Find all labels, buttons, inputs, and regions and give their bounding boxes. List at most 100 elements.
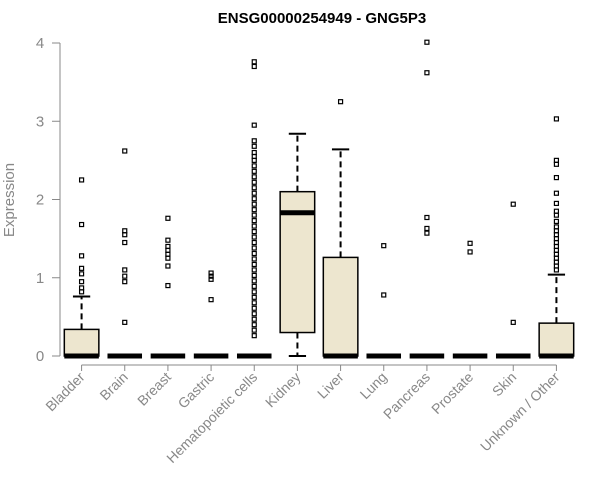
outlier-point <box>78 271 85 277</box>
outlier-point <box>424 70 430 76</box>
outlier-point <box>165 237 171 243</box>
outlier-point <box>251 256 257 262</box>
y-tick-label: 3 <box>36 113 44 130</box>
outlier-point <box>251 333 257 339</box>
box-bladder <box>63 177 100 359</box>
outlier-point <box>251 283 257 289</box>
outlier-point <box>78 253 85 259</box>
outlier-point <box>208 297 214 303</box>
outlier-point <box>251 278 257 284</box>
box-skin <box>495 201 531 359</box>
outlier-point <box>208 276 214 282</box>
y-axis: 0 1 2 3 4 <box>36 35 61 365</box>
outlier-point <box>251 239 257 246</box>
outlier-point <box>251 190 257 196</box>
outlier-point <box>553 208 560 214</box>
outlier-point <box>424 225 430 232</box>
outlier-point <box>251 185 257 191</box>
outlier-point <box>553 218 560 225</box>
outlier-point <box>251 272 257 279</box>
outlier-point <box>251 267 257 273</box>
outlier-point <box>381 243 387 249</box>
outlier-point <box>251 168 257 174</box>
outlier-point <box>251 245 257 251</box>
x-tick-label: Lung <box>357 369 390 402</box>
outlier-point <box>251 179 257 185</box>
outlier-point <box>424 214 430 221</box>
outlier-point <box>251 212 257 218</box>
box-gastric <box>193 270 229 359</box>
box-rect <box>63 328 100 357</box>
x-tick-label: Skin <box>489 369 520 400</box>
outlier-point <box>251 174 257 180</box>
outlier-point <box>467 249 473 255</box>
outlier-point <box>122 279 128 285</box>
outlier-point <box>251 300 257 306</box>
outlier-point <box>251 289 257 295</box>
box-pancreas <box>409 39 445 359</box>
outlier-point <box>251 218 257 224</box>
outlier-point <box>424 230 430 236</box>
x-tick-label: Bladder <box>42 369 88 415</box>
box-breast <box>150 215 186 359</box>
y-tick-label: 2 <box>36 192 44 209</box>
outlier-point <box>251 322 257 328</box>
outlier-point <box>251 311 257 317</box>
outlier-point <box>251 327 257 333</box>
outlier-point <box>122 267 128 273</box>
outlier-point <box>165 282 171 289</box>
outlier-point <box>553 200 560 207</box>
outlier-point <box>251 316 257 322</box>
outlier-point <box>78 265 85 271</box>
outlier-point <box>165 243 171 250</box>
outlier-point <box>251 59 257 65</box>
x-tick-label: Unknown / Other <box>477 369 563 455</box>
outlier-point <box>251 305 257 311</box>
outlier-point <box>251 122 257 128</box>
outlier-point <box>165 263 171 269</box>
outlier-point <box>337 99 344 105</box>
box-rect <box>538 322 575 357</box>
y-tick-label: 1 <box>36 270 44 287</box>
box-hematopoietic-cells <box>236 59 272 359</box>
outlier-point <box>553 116 560 122</box>
outlier-point <box>424 39 430 45</box>
outlier-point <box>251 143 257 149</box>
outlier-point <box>251 223 257 229</box>
outlier-point <box>553 174 560 181</box>
y-tick-label: 4 <box>36 35 44 52</box>
outlier-point <box>122 148 128 154</box>
outlier-point <box>553 157 560 163</box>
boxes-group <box>63 39 575 359</box>
x-tick-label: Breast <box>134 369 174 409</box>
outlier-point <box>122 319 128 325</box>
outlier-point <box>251 138 257 144</box>
outlier-point <box>208 273 214 279</box>
outlier-point <box>251 228 257 235</box>
outlier-point <box>251 196 257 202</box>
outlier-point <box>510 201 516 207</box>
box-brain <box>107 148 143 359</box>
outlier-point <box>122 228 128 234</box>
box-prostate <box>452 240 488 359</box>
outlier-point <box>251 163 257 169</box>
outlier-point <box>78 221 85 228</box>
outlier-point <box>553 190 560 196</box>
y-axis-label: Expression <box>1 163 18 237</box>
outlier-point <box>251 149 257 156</box>
outlier-point <box>251 294 257 300</box>
outlier-point <box>251 63 257 70</box>
x-tick-label: Prostate <box>428 369 476 417</box>
outlier-point <box>251 250 257 257</box>
outlier-point <box>467 240 473 246</box>
outlier-point <box>122 273 128 279</box>
x-tick-label: Kidney <box>262 369 304 411</box>
outlier-point <box>78 177 85 183</box>
box-rect <box>322 256 359 357</box>
box-unknown-other <box>538 116 575 359</box>
x-tick-label: Brain <box>96 369 130 403</box>
outlier-point <box>381 292 387 298</box>
y-tick-label: 0 <box>36 348 44 365</box>
